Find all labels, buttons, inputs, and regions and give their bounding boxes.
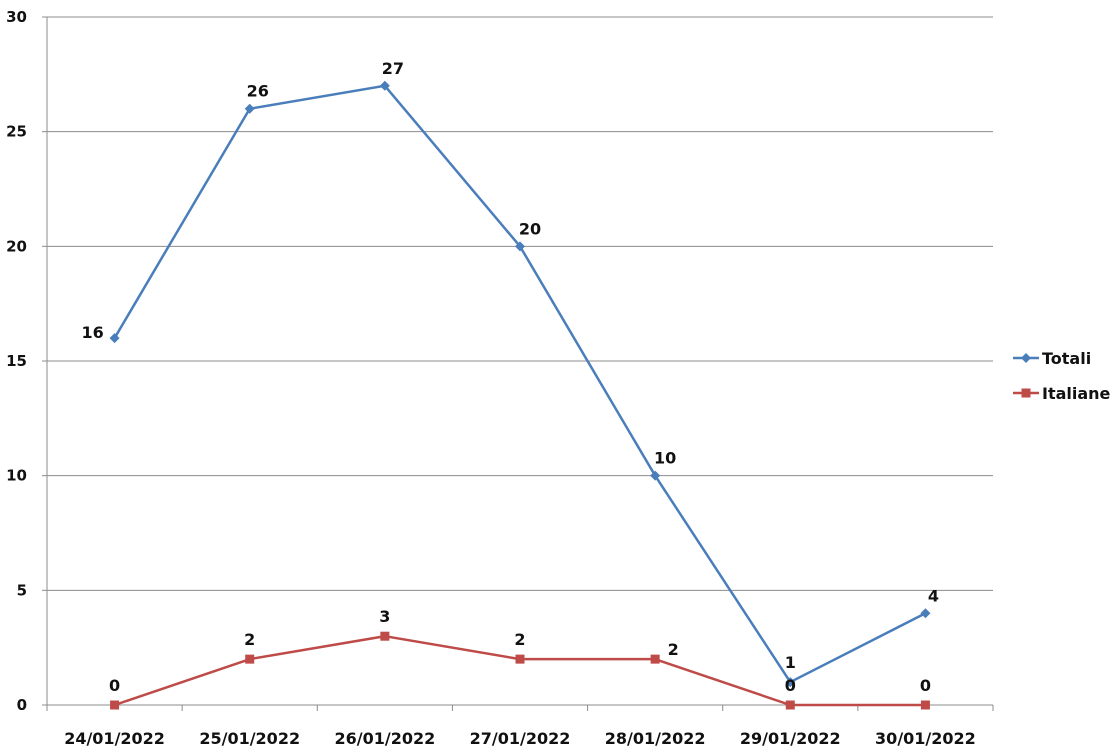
data-label-italiane: 0 <box>109 676 120 695</box>
legend: Totali Italiane <box>1013 349 1111 403</box>
data-point-totali <box>920 608 931 619</box>
x-tick-label: 28/01/2022 <box>605 729 706 748</box>
data-point-italiane <box>785 700 795 710</box>
data-label-totali: 4 <box>928 586 939 605</box>
data-point-italiane <box>245 654 255 664</box>
legend-item-totali: Totali <box>1013 349 1091 368</box>
data-point-italiane <box>380 631 390 641</box>
y-tick-labels: 0 5 10 15 20 25 30 <box>6 8 27 714</box>
y-tick-label: 30 <box>6 8 27 26</box>
legend-label: Italiane <box>1042 384 1111 403</box>
data-label-italiane: 3 <box>379 607 390 626</box>
y-tick-label: 10 <box>6 467 27 485</box>
data-label-italiane: 2 <box>668 640 679 659</box>
gridlines <box>47 16 993 591</box>
y-tick-label: 15 <box>6 352 27 370</box>
series-line-totali <box>113 84 926 684</box>
data-point-italiane <box>515 654 525 664</box>
data-point-totali <box>244 103 255 114</box>
data-label-italiane: 2 <box>244 630 255 649</box>
data-label-totali: 16 <box>81 323 103 342</box>
legend-marker <box>1021 388 1031 398</box>
data-label-italiane: 2 <box>514 630 525 649</box>
y-tick-label: 5 <box>17 581 27 599</box>
x-tick-label: 27/01/2022 <box>470 729 571 748</box>
data-label-totali: 10 <box>654 449 676 468</box>
x-tick-label: 24/01/2022 <box>64 729 165 748</box>
legend-item-italiane: Italiane <box>1013 384 1111 403</box>
x-tick-label: 25/01/2022 <box>199 729 300 748</box>
data-point-italiane <box>110 700 120 710</box>
data-point-totali <box>785 677 796 688</box>
y-tick-label: 20 <box>6 237 27 255</box>
data-point-italiane <box>650 654 660 664</box>
data-label-italiane: 0 <box>785 676 796 695</box>
data-label-totali: 20 <box>519 219 541 238</box>
data-point-totali <box>379 80 390 91</box>
data-label-totali: 26 <box>247 82 269 101</box>
x-tick-label: 26/01/2022 <box>334 729 435 748</box>
y-tick-label: 0 <box>17 696 27 714</box>
data-label-italiane: 0 <box>920 676 931 695</box>
data-label-totali: 1 <box>785 653 796 672</box>
axes <box>42 16 994 711</box>
data-label-totali: 27 <box>382 59 404 78</box>
data-point-totali <box>109 333 120 344</box>
series-lines <box>109 80 931 710</box>
legend-marker <box>1021 353 1031 363</box>
x-tick-labels: 24/01/2022 25/01/2022 26/01/2022 27/01/2022… <box>64 729 976 748</box>
data-point-italiane <box>920 700 930 710</box>
legend-label: Totali <box>1042 349 1091 368</box>
data-point-totali <box>515 241 525 252</box>
x-tick-label: 30/01/2022 <box>875 729 976 748</box>
x-tick-label: 29/01/2022 <box>740 729 841 748</box>
data-point-totali <box>650 470 661 481</box>
y-tick-label: 25 <box>6 123 27 141</box>
